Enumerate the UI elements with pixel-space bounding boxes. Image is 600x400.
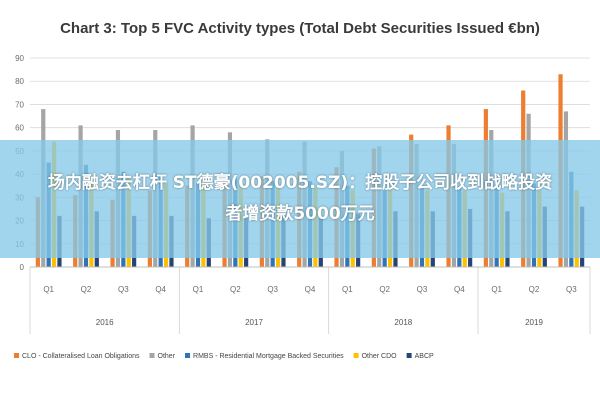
x-tick-label: Q4 — [155, 285, 166, 294]
legend-label: Other — [158, 353, 176, 360]
x-axis: Q1 Q2 Q3 Q4 Q1 Q2 Q3 Q4 Q1 Q2 Q3 Q4 Q1 Q2 Q3 2016 2017 20… — [29, 266, 591, 334]
y-tick-label: 0 — [20, 263, 25, 272]
x-group-label: 2019 — [525, 318, 543, 327]
legend: CLO - Collateralised Loan Obligations Oth… — [14, 353, 434, 360]
chart-title: Chart 3: Top 5 FVC Activity types (Total… — [60, 20, 540, 37]
headline-banner: 场内融资去杠杆 ST德豪(002005.SZ)：控股子公司收到战略投资者增资款5… — [0, 140, 600, 258]
y-tick-label: 60 — [15, 124, 24, 133]
x-tick-label: Q1 — [43, 285, 54, 294]
x-group-label: 2018 — [394, 318, 412, 327]
x-tick-label: Q2 — [230, 285, 241, 294]
x-tick-label: Q3 — [267, 285, 278, 294]
legend-label: ABCP — [415, 353, 434, 360]
legend-swatch — [149, 353, 155, 358]
x-group-label: 2016 — [96, 318, 114, 327]
x-tick-label: Q1 — [193, 285, 204, 294]
legend-label: RMBS - Residential Mortgage Backed Secur… — [193, 353, 344, 360]
x-tick-label: Q1 — [491, 285, 502, 294]
legend-swatch — [406, 353, 412, 358]
x-tick-label: Q3 — [118, 285, 129, 294]
x-tick-label: Q3 — [417, 285, 428, 294]
y-tick-label: 70 — [15, 100, 24, 109]
legend-swatch — [353, 353, 359, 358]
legend-swatch — [185, 353, 191, 358]
legend-swatch — [14, 353, 19, 358]
x-tick-label: Q1 — [342, 285, 353, 294]
x-tick-label: Q3 — [566, 285, 577, 294]
x-tick-label: Q2 — [379, 285, 390, 294]
x-tick-label: Q2 — [529, 285, 540, 294]
x-tick-label: Q4 — [305, 285, 316, 294]
x-tick-label: Q2 — [81, 285, 92, 294]
legend-label: Other CDO — [362, 353, 398, 360]
y-tick-label: 90 — [15, 54, 24, 63]
legend-label: CLO - Collateralised Loan Obligations — [22, 353, 140, 360]
x-tick-label: Q4 — [454, 285, 465, 294]
y-tick-label: 80 — [15, 77, 24, 86]
x-group-label: 2017 — [245, 318, 263, 327]
headline-text: 场内融资去杠杆 ST德豪(002005.SZ)：控股子公司收到战略投资者增资款5… — [47, 173, 553, 224]
